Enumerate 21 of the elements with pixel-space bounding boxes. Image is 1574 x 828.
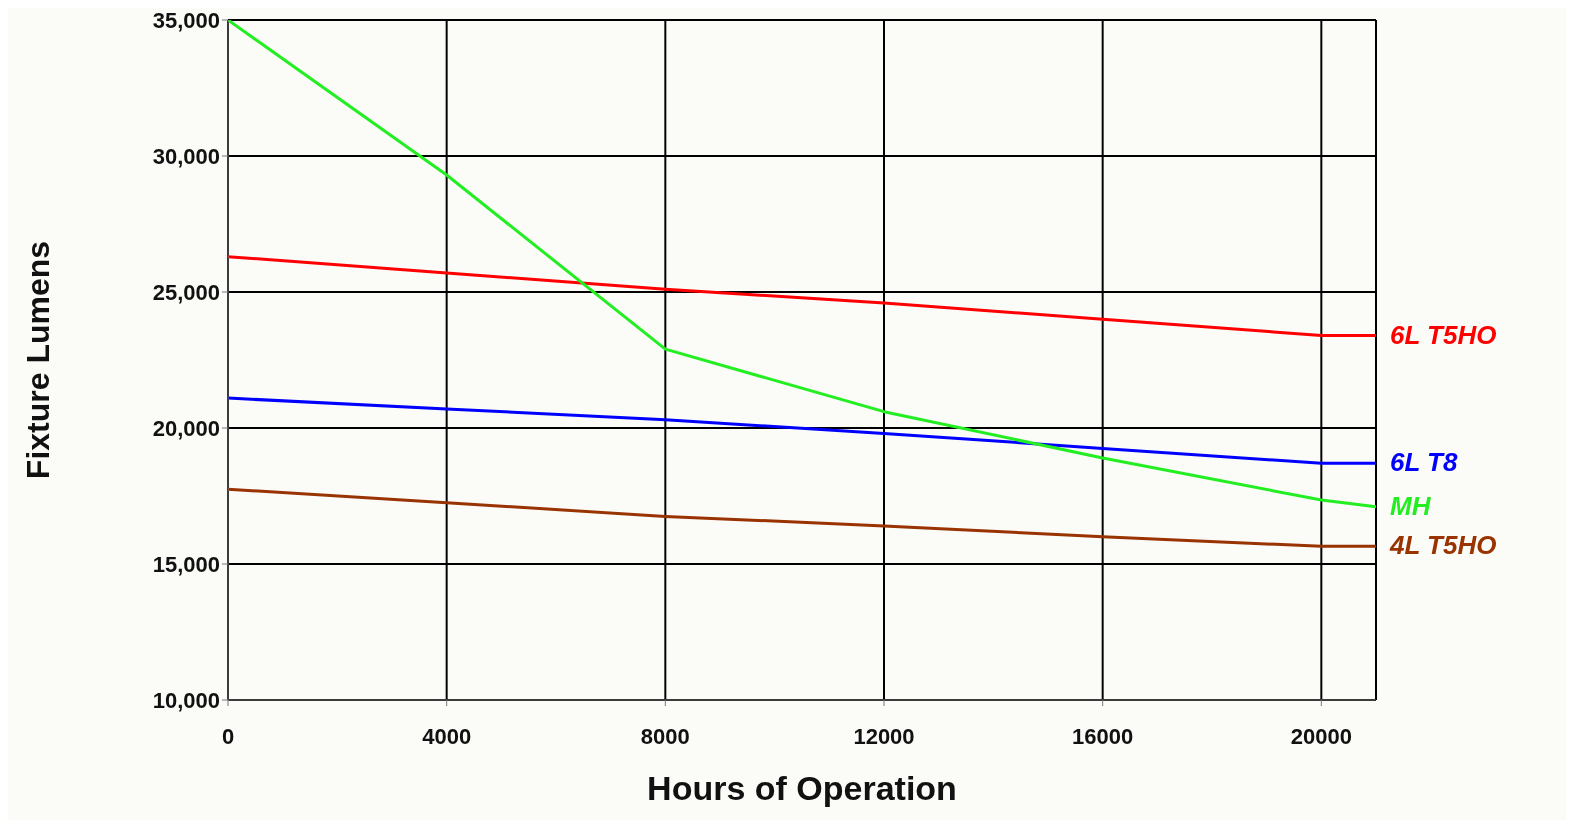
x-tick-label: 16000 (1072, 723, 1134, 749)
x-tick-label: 8000 (640, 723, 690, 749)
y-tick-label: 35,000 (152, 7, 220, 33)
line-series (228, 396, 1376, 465)
x-tick-label: 0 (221, 723, 235, 749)
x-tick-label: 12000 (853, 723, 915, 749)
series-label: 4L T5HO (1389, 530, 1497, 561)
series-label: MH (1390, 490, 1432, 521)
y-tick-label: 10,000 (152, 687, 220, 713)
x-tick-label: 4000 (422, 723, 472, 749)
series-label: 6L T5HO (1390, 319, 1497, 350)
line-series (228, 487, 1376, 548)
x-axis-title: Hours of Operation (647, 769, 957, 807)
y-tick-label: 20,000 (152, 415, 220, 441)
y-tick-label: 25,000 (152, 279, 220, 305)
x-tick-label: 20000 (1290, 723, 1352, 749)
y-tick-label: 30,000 (152, 143, 220, 169)
y-tick-label: 15,000 (152, 551, 220, 577)
line-series (228, 255, 1376, 338)
y-axis-title: Fixture Lumens (20, 240, 57, 480)
series-label: 6L T8 (1390, 447, 1458, 478)
